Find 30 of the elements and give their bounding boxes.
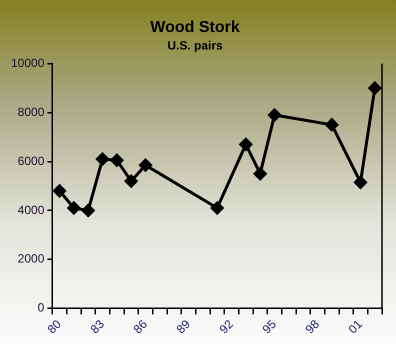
y-tick-label: 4000	[18, 202, 45, 217]
point	[239, 138, 252, 151]
x-tick-label: 80	[44, 316, 64, 336]
x-tick-label: 86	[130, 316, 150, 336]
y-tick-label: 10000	[10, 56, 45, 70]
point	[67, 202, 80, 215]
point	[96, 152, 110, 166]
point	[354, 176, 368, 189]
x-tick-label: 92	[216, 316, 236, 336]
x-tick-label: 95	[260, 316, 280, 336]
y-tick-label: 2000	[18, 252, 45, 266]
x-tick-label: 98	[302, 316, 322, 336]
point	[82, 204, 95, 217]
chart-subtitle: U.S. pairs	[167, 38, 223, 53]
point	[268, 108, 282, 122]
y-tick-label: 0	[38, 300, 45, 315]
x-tick-label: 83	[88, 316, 108, 336]
y-tick-label: 8000	[18, 104, 45, 119]
point	[254, 167, 267, 180]
point	[139, 158, 152, 172]
point	[124, 174, 138, 188]
point	[210, 202, 224, 215]
point	[325, 118, 338, 132]
point	[368, 82, 382, 95]
chart-title: Wood Stork	[150, 19, 240, 36]
y-tick-label: 6000	[18, 154, 45, 168]
x-tick-label: 89	[174, 316, 194, 336]
x-tick-label: 01	[346, 316, 366, 336]
point	[53, 184, 66, 198]
point	[110, 154, 124, 167]
